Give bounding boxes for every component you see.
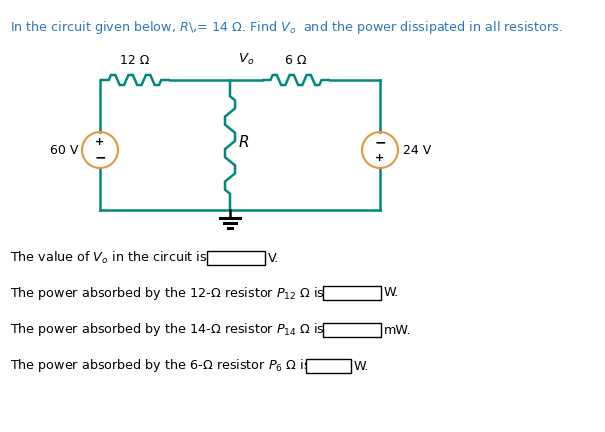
- Text: V.: V.: [268, 251, 280, 264]
- Text: 24 V: 24 V: [403, 143, 431, 156]
- Text: −: −: [94, 151, 106, 165]
- Text: 12 Ω: 12 Ω: [120, 54, 149, 67]
- Text: 60 V: 60 V: [50, 143, 78, 156]
- Text: In the circuit given below, $R$\,= 14 $\Omega$. Find $V_o$  and the power dissip: In the circuit given below, $R$\,= 14 $\…: [10, 19, 563, 36]
- Text: $R$: $R$: [238, 134, 249, 150]
- Bar: [323, 286, 381, 300]
- Bar: [306, 359, 351, 373]
- Text: The power absorbed by the 6-$\Omega$ resistor $P_6$ $\Omega$ is: The power absorbed by the 6-$\Omega$ res…: [10, 358, 312, 375]
- Text: The power absorbed by the 12-$\Omega$ resistor $P_{12}$ $\Omega$ is: The power absorbed by the 12-$\Omega$ re…: [10, 285, 325, 302]
- Text: The value of $V_o$ in the circuit is: The value of $V_o$ in the circuit is: [10, 250, 208, 266]
- Text: +: +: [375, 152, 385, 162]
- Text: The power absorbed by the 14-$\Omega$ resistor $P_{14}$ $\Omega$ is: The power absorbed by the 14-$\Omega$ re…: [10, 321, 325, 339]
- Text: −: −: [374, 136, 386, 149]
- Text: W.: W.: [354, 359, 369, 372]
- Text: W.: W.: [384, 286, 399, 299]
- Text: +: +: [96, 137, 105, 147]
- Text: mW.: mW.: [384, 324, 411, 337]
- Text: $V_o$: $V_o$: [238, 52, 254, 67]
- Bar: [207, 251, 265, 265]
- Text: 6 Ω: 6 Ω: [285, 54, 307, 67]
- Bar: [323, 323, 381, 337]
